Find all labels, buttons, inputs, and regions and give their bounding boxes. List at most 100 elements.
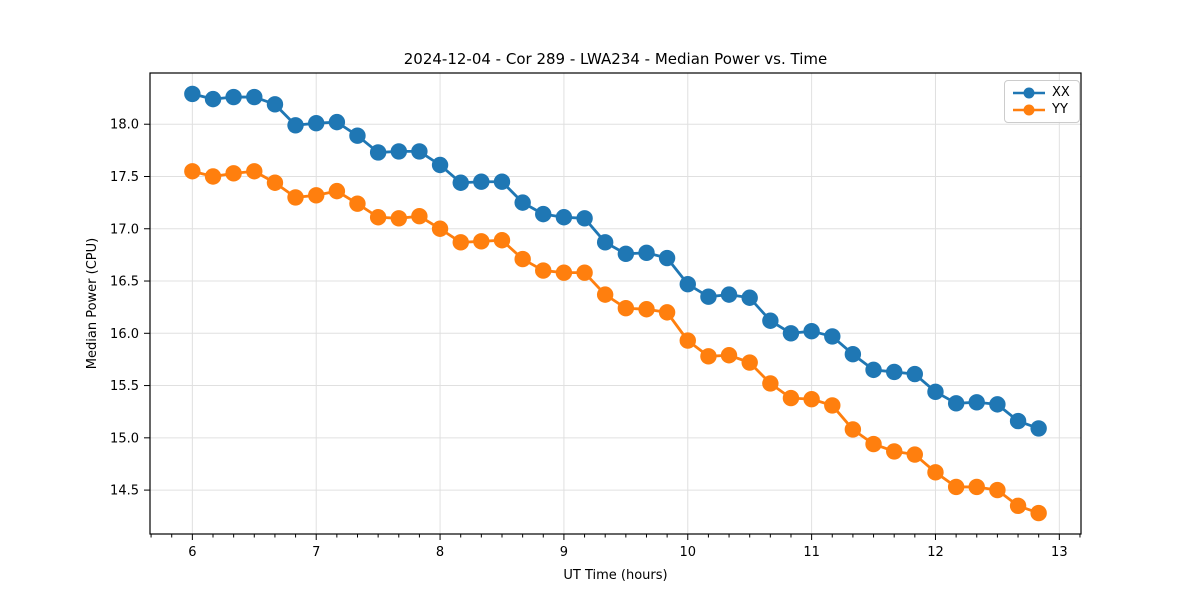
legend-label-xx: XX [1052, 85, 1070, 100]
data-point-xx [968, 394, 985, 411]
data-point-yy [720, 347, 738, 364]
data-point-xx [658, 249, 676, 267]
data-point-yy [225, 165, 242, 182]
data-point-xx [782, 325, 800, 342]
x-tick-label: 10 [679, 545, 696, 560]
data-point-yy [596, 286, 614, 303]
data-point-yy [328, 182, 346, 200]
data-point-yy [431, 220, 449, 237]
data-point-xx [184, 85, 201, 103]
data-point-yy [411, 208, 428, 225]
data-point-yy [493, 232, 511, 249]
data-point-yy [452, 234, 469, 251]
chart-title: 2024-12-04 - Cor 289 - LWA234 - Median P… [403, 50, 828, 68]
legend-item-xx: XX [1012, 86, 1070, 100]
tick-labels: 6 7 8 9 10 11 12 13 14.5 15.0 15.5 16.0 16.5 17.0 17.5… [110, 118, 1068, 560]
data-point-yy [617, 300, 635, 317]
data-point-yy [824, 397, 841, 414]
data-point-xx [204, 90, 222, 108]
data-point-yy [246, 163, 263, 180]
data-point-xx [535, 205, 552, 223]
y-tick-label: 17.0 [110, 222, 139, 237]
legend-marker-xx-icon [1013, 87, 1045, 99]
data-point-xx [803, 323, 820, 340]
legend-item-yy: YY [1012, 103, 1070, 117]
data-point-yy [762, 375, 779, 392]
data-point-yy [906, 446, 923, 463]
x-axis-label: UT Time (hours) [563, 568, 667, 583]
data-point-xx [679, 275, 696, 293]
data-point-xx [741, 289, 758, 306]
data-point-xx [473, 173, 490, 190]
data-point-xx [596, 234, 614, 251]
x-tick-label: 9 [560, 545, 568, 560]
data-point-yy [638, 301, 655, 318]
gridlines [150, 73, 1081, 534]
data-point-xx [308, 114, 325, 132]
data-point-xx [1009, 412, 1027, 430]
data-point-yy [473, 233, 490, 250]
data-point-yy [184, 163, 201, 180]
data-point-xx [865, 361, 882, 379]
x-tick-label: 11 [803, 545, 820, 560]
data-point-xx [411, 143, 428, 160]
y-tick-label: 14.5 [110, 484, 139, 499]
data-point-yy [700, 348, 717, 365]
data-point-xx [493, 173, 511, 190]
data-point-xx [720, 286, 738, 303]
legend-marker-yy-icon [1013, 104, 1045, 116]
data-point-xx [762, 312, 779, 329]
data-point-yy [679, 332, 696, 349]
y-tick-label: 15.5 [110, 379, 139, 394]
data-point-xx [844, 345, 862, 363]
data-point-yy [844, 421, 862, 438]
y-tick-label: 17.5 [110, 170, 139, 185]
data-point-yy [741, 354, 758, 371]
data-point-yy [535, 262, 552, 279]
legend: XX YY [1004, 80, 1080, 123]
data-point-yy [555, 264, 573, 281]
data-point-xx [390, 143, 408, 160]
series-xx [184, 85, 1047, 437]
x-tick-label: 8 [436, 545, 444, 560]
data-point-yy [886, 443, 903, 460]
data-point-yy [803, 390, 820, 408]
data-point-xx [824, 328, 841, 345]
data-point-xx [452, 174, 469, 191]
x-tick-label: 13 [1051, 545, 1068, 560]
data-point-yy [989, 481, 1006, 499]
data-point-xx [369, 144, 387, 161]
data-point-xx [246, 88, 263, 106]
data-point-yy [865, 435, 882, 453]
data-point-yy [266, 174, 284, 191]
data-point-yy [927, 464, 944, 481]
data-point-xx [266, 96, 284, 113]
axis-ticks [144, 123, 1081, 540]
data-point-yy [349, 195, 366, 212]
data-point-yy [658, 304, 676, 321]
data-point-yy [947, 478, 965, 496]
data-point-xx [514, 194, 531, 211]
data-point-xx [287, 117, 304, 134]
x-tick-label: 7 [312, 545, 320, 560]
data-point-yy [782, 389, 800, 407]
y-tick-label: 15.0 [110, 431, 139, 446]
data-point-yy [1009, 497, 1027, 514]
y-tick-label: 16.0 [110, 327, 139, 342]
data-point-yy [1030, 504, 1047, 522]
x-tick-label: 6 [188, 545, 196, 560]
data-point-yy [369, 209, 387, 226]
data-point-xx [431, 156, 449, 174]
data-point-yy [204, 168, 222, 185]
x-tick-label: 12 [927, 545, 944, 560]
data-point-xx [638, 244, 655, 262]
data-point-xx [576, 210, 593, 227]
data-point-xx [555, 209, 573, 226]
plot-frame [149, 72, 1082, 535]
data-point-xx [349, 127, 366, 144]
legend-label-yy: YY [1052, 102, 1068, 117]
y-tick-label: 18.0 [110, 118, 139, 133]
y-tick-label: 16.5 [110, 275, 139, 290]
